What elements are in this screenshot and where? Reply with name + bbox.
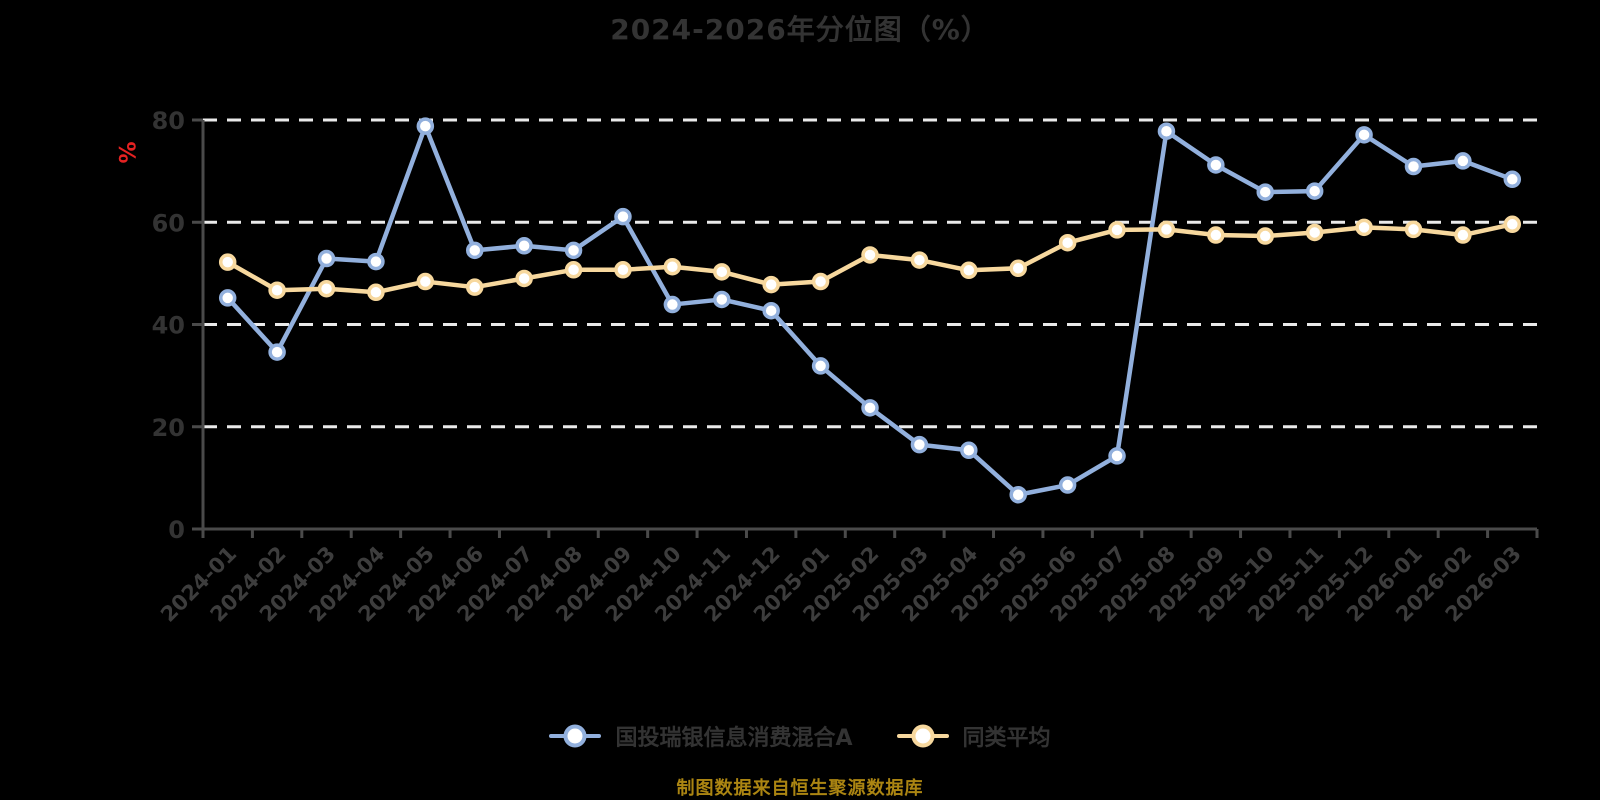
- data-point-marker: [1108, 447, 1126, 465]
- chart-title: 2024-2026年分位图（%）: [610, 13, 990, 46]
- data-point-marker: [713, 263, 731, 281]
- data-point-marker: [564, 241, 583, 260]
- data-point-marker: [663, 257, 682, 276]
- data-point-marker: [1256, 183, 1275, 201]
- data-point-marker: [1207, 226, 1225, 244]
- y-axis-label: 60: [152, 209, 185, 237]
- fund-series-marker-icon: [549, 723, 602, 749]
- data-point-marker: [1009, 259, 1027, 278]
- data-point-marker: [861, 246, 879, 264]
- data-point-marker: [762, 275, 780, 294]
- data-point-marker: [1503, 215, 1522, 234]
- data-point-marker: [910, 251, 929, 269]
- data-point-marker: [515, 269, 533, 288]
- data-point-marker: [367, 252, 385, 271]
- data-point-marker: [367, 283, 385, 302]
- data-point-marker: [465, 278, 484, 296]
- data-point-marker: [416, 117, 435, 135]
- legend: 国投瑞银信息消费混合A 同类平均: [0, 720, 1600, 752]
- data-point-marker: [1058, 476, 1077, 494]
- data-point-marker: [713, 290, 731, 309]
- data-point-marker: [1355, 218, 1373, 237]
- data-point-marker: [910, 435, 929, 454]
- data-point-marker: [1157, 220, 1176, 239]
- data-point-marker: [416, 272, 435, 291]
- data-point-marker: [1355, 126, 1373, 144]
- data-point-marker: [1503, 170, 1522, 189]
- legend-label-average: 同类平均: [962, 726, 1051, 751]
- data-point-marker: [1454, 152, 1472, 170]
- data-point-marker: [218, 289, 237, 307]
- data-point-marker: [614, 207, 632, 226]
- data-point-marker: [1157, 122, 1176, 140]
- data-point-marker: [218, 253, 237, 271]
- data-point-marker: [1256, 227, 1275, 245]
- data-point-marker: [268, 343, 286, 361]
- average-series-marker-icon: [896, 723, 949, 749]
- data-point-marker: [811, 272, 830, 291]
- data-point-marker: [811, 357, 830, 375]
- data-source-note: 制图数据来自恒生聚源数据库: [676, 778, 924, 799]
- data-point-marker: [762, 301, 780, 320]
- data-point-marker: [465, 241, 484, 260]
- data-point-marker: [960, 261, 978, 280]
- data-point-marker: [1207, 156, 1225, 174]
- data-point-marker: [1305, 223, 1324, 242]
- y-axis-label: 40: [152, 312, 185, 340]
- data-point-marker: [317, 279, 336, 298]
- data-point-marker: [1404, 157, 1423, 176]
- data-point-marker: [1404, 220, 1423, 239]
- data-point-marker: [861, 399, 879, 417]
- data-point-marker: [663, 295, 682, 314]
- data-point-marker: [960, 441, 978, 460]
- legend-item-fund[interactable]: 国投瑞银信息消费混合A: [549, 720, 853, 752]
- legend-item-average[interactable]: 同类平均: [896, 720, 1051, 752]
- y-axis-label: 20: [152, 414, 185, 442]
- data-point-marker: [317, 249, 336, 268]
- data-point-marker: [614, 261, 632, 279]
- data-point-marker: [1058, 233, 1077, 252]
- data-point-marker: [1009, 485, 1027, 504]
- data-point-marker: [1108, 221, 1126, 239]
- data-point-marker: [268, 281, 286, 299]
- series-line: [225, 123, 1515, 497]
- y-axis-label: 80: [152, 107, 185, 135]
- data-point-marker: [515, 237, 533, 255]
- data-point-marker: [564, 261, 583, 279]
- legend-label-fund: 国投瑞银信息消费混合A: [615, 726, 853, 751]
- data-point-marker: [1305, 182, 1324, 200]
- data-point-marker: [1454, 226, 1472, 244]
- y-axis-label: 0: [168, 516, 185, 544]
